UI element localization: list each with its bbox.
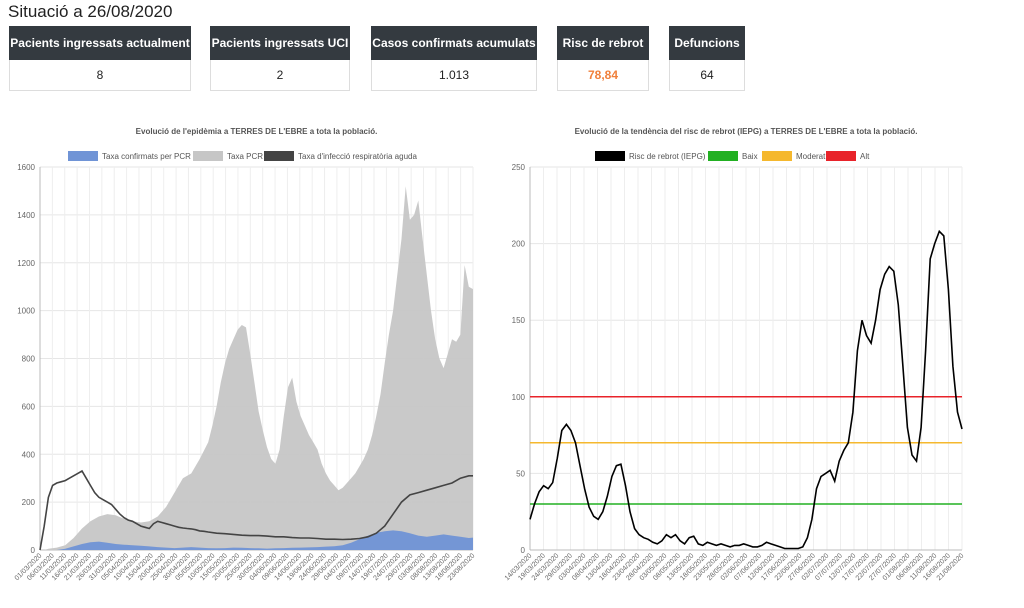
y-tick-label: 600: [22, 402, 36, 411]
y-tick-label: 250: [512, 163, 526, 172]
legend-label: Taxa d'infecció respiratòria aguda: [298, 152, 417, 161]
card-risk-rebound: Risc de rebrot 78,84: [557, 26, 649, 91]
card-label: Pacients ingressats actualment: [9, 26, 191, 60]
epidemic-chart: Evolució de l'epidèmia a TERRES DE L'EBR…: [14, 127, 477, 582]
legend-label: Baix: [742, 152, 758, 161]
y-tick-label: 0: [31, 546, 36, 555]
legend-label: Taxa PCR: [227, 152, 263, 161]
legend-label: Moderat: [796, 152, 826, 161]
card-value: 8: [9, 60, 191, 91]
y-tick-label: 150: [512, 316, 526, 325]
legend-label: Taxa confirmats per PCR: [102, 152, 191, 161]
legend-swatch: [193, 151, 223, 161]
page-title: Situació a 26/08/2020: [8, 2, 173, 21]
legend-label: Risc de rebrot (IEPG): [629, 152, 706, 161]
card-icu-patients: Pacients ingressats UCI 2: [210, 26, 350, 91]
legend-swatch: [595, 151, 625, 161]
card-label: Casos confirmats acumulats: [371, 26, 537, 60]
series-line: [39, 469, 473, 551]
y-tick-label: 800: [22, 355, 36, 364]
card-value: 1.013: [371, 60, 537, 91]
y-tick-label: 1600: [17, 163, 35, 172]
y-tick-label: 1000: [17, 307, 35, 316]
card-deaths: Defuncions 64: [669, 26, 745, 91]
legend-swatch: [264, 151, 294, 161]
y-tick-label: 50: [516, 469, 525, 478]
risk-chart: Evolució de la tendència del risc de reb…: [504, 127, 966, 582]
y-tick-label: 200: [512, 240, 526, 249]
legend-swatch: [826, 151, 856, 161]
card-patients-admitted: Pacients ingressats actualment 8: [9, 26, 191, 91]
card-label: Defuncions: [669, 26, 745, 60]
y-tick-label: 1400: [17, 211, 35, 220]
y-tick-label: 200: [22, 498, 36, 507]
series-area: [40, 186, 473, 550]
legend-swatch: [762, 151, 792, 161]
legend-swatch: [68, 151, 98, 161]
card-value: 64: [669, 60, 745, 91]
legend-swatch: [708, 151, 738, 161]
chart-title: Evolució de l'epidèmia a TERRES DE L'EBR…: [136, 127, 378, 136]
card-value: 78,84: [557, 60, 649, 91]
series-line: [529, 229, 963, 550]
legend-label: Alt: [860, 152, 870, 161]
y-tick-label: 0: [521, 546, 526, 555]
y-tick-label: 400: [22, 450, 36, 459]
series-area: [40, 530, 473, 550]
card-label: Risc de rebrot: [557, 26, 649, 60]
card-confirmed-cases: Casos confirmats acumulats 1.013: [371, 26, 537, 91]
chart-title: Evolució de la tendència del risc de reb…: [575, 127, 918, 136]
card-value: 2: [210, 60, 350, 91]
card-label: Pacients ingressats UCI: [210, 26, 350, 60]
y-tick-label: 1200: [17, 259, 35, 268]
y-tick-label: 100: [512, 393, 526, 402]
